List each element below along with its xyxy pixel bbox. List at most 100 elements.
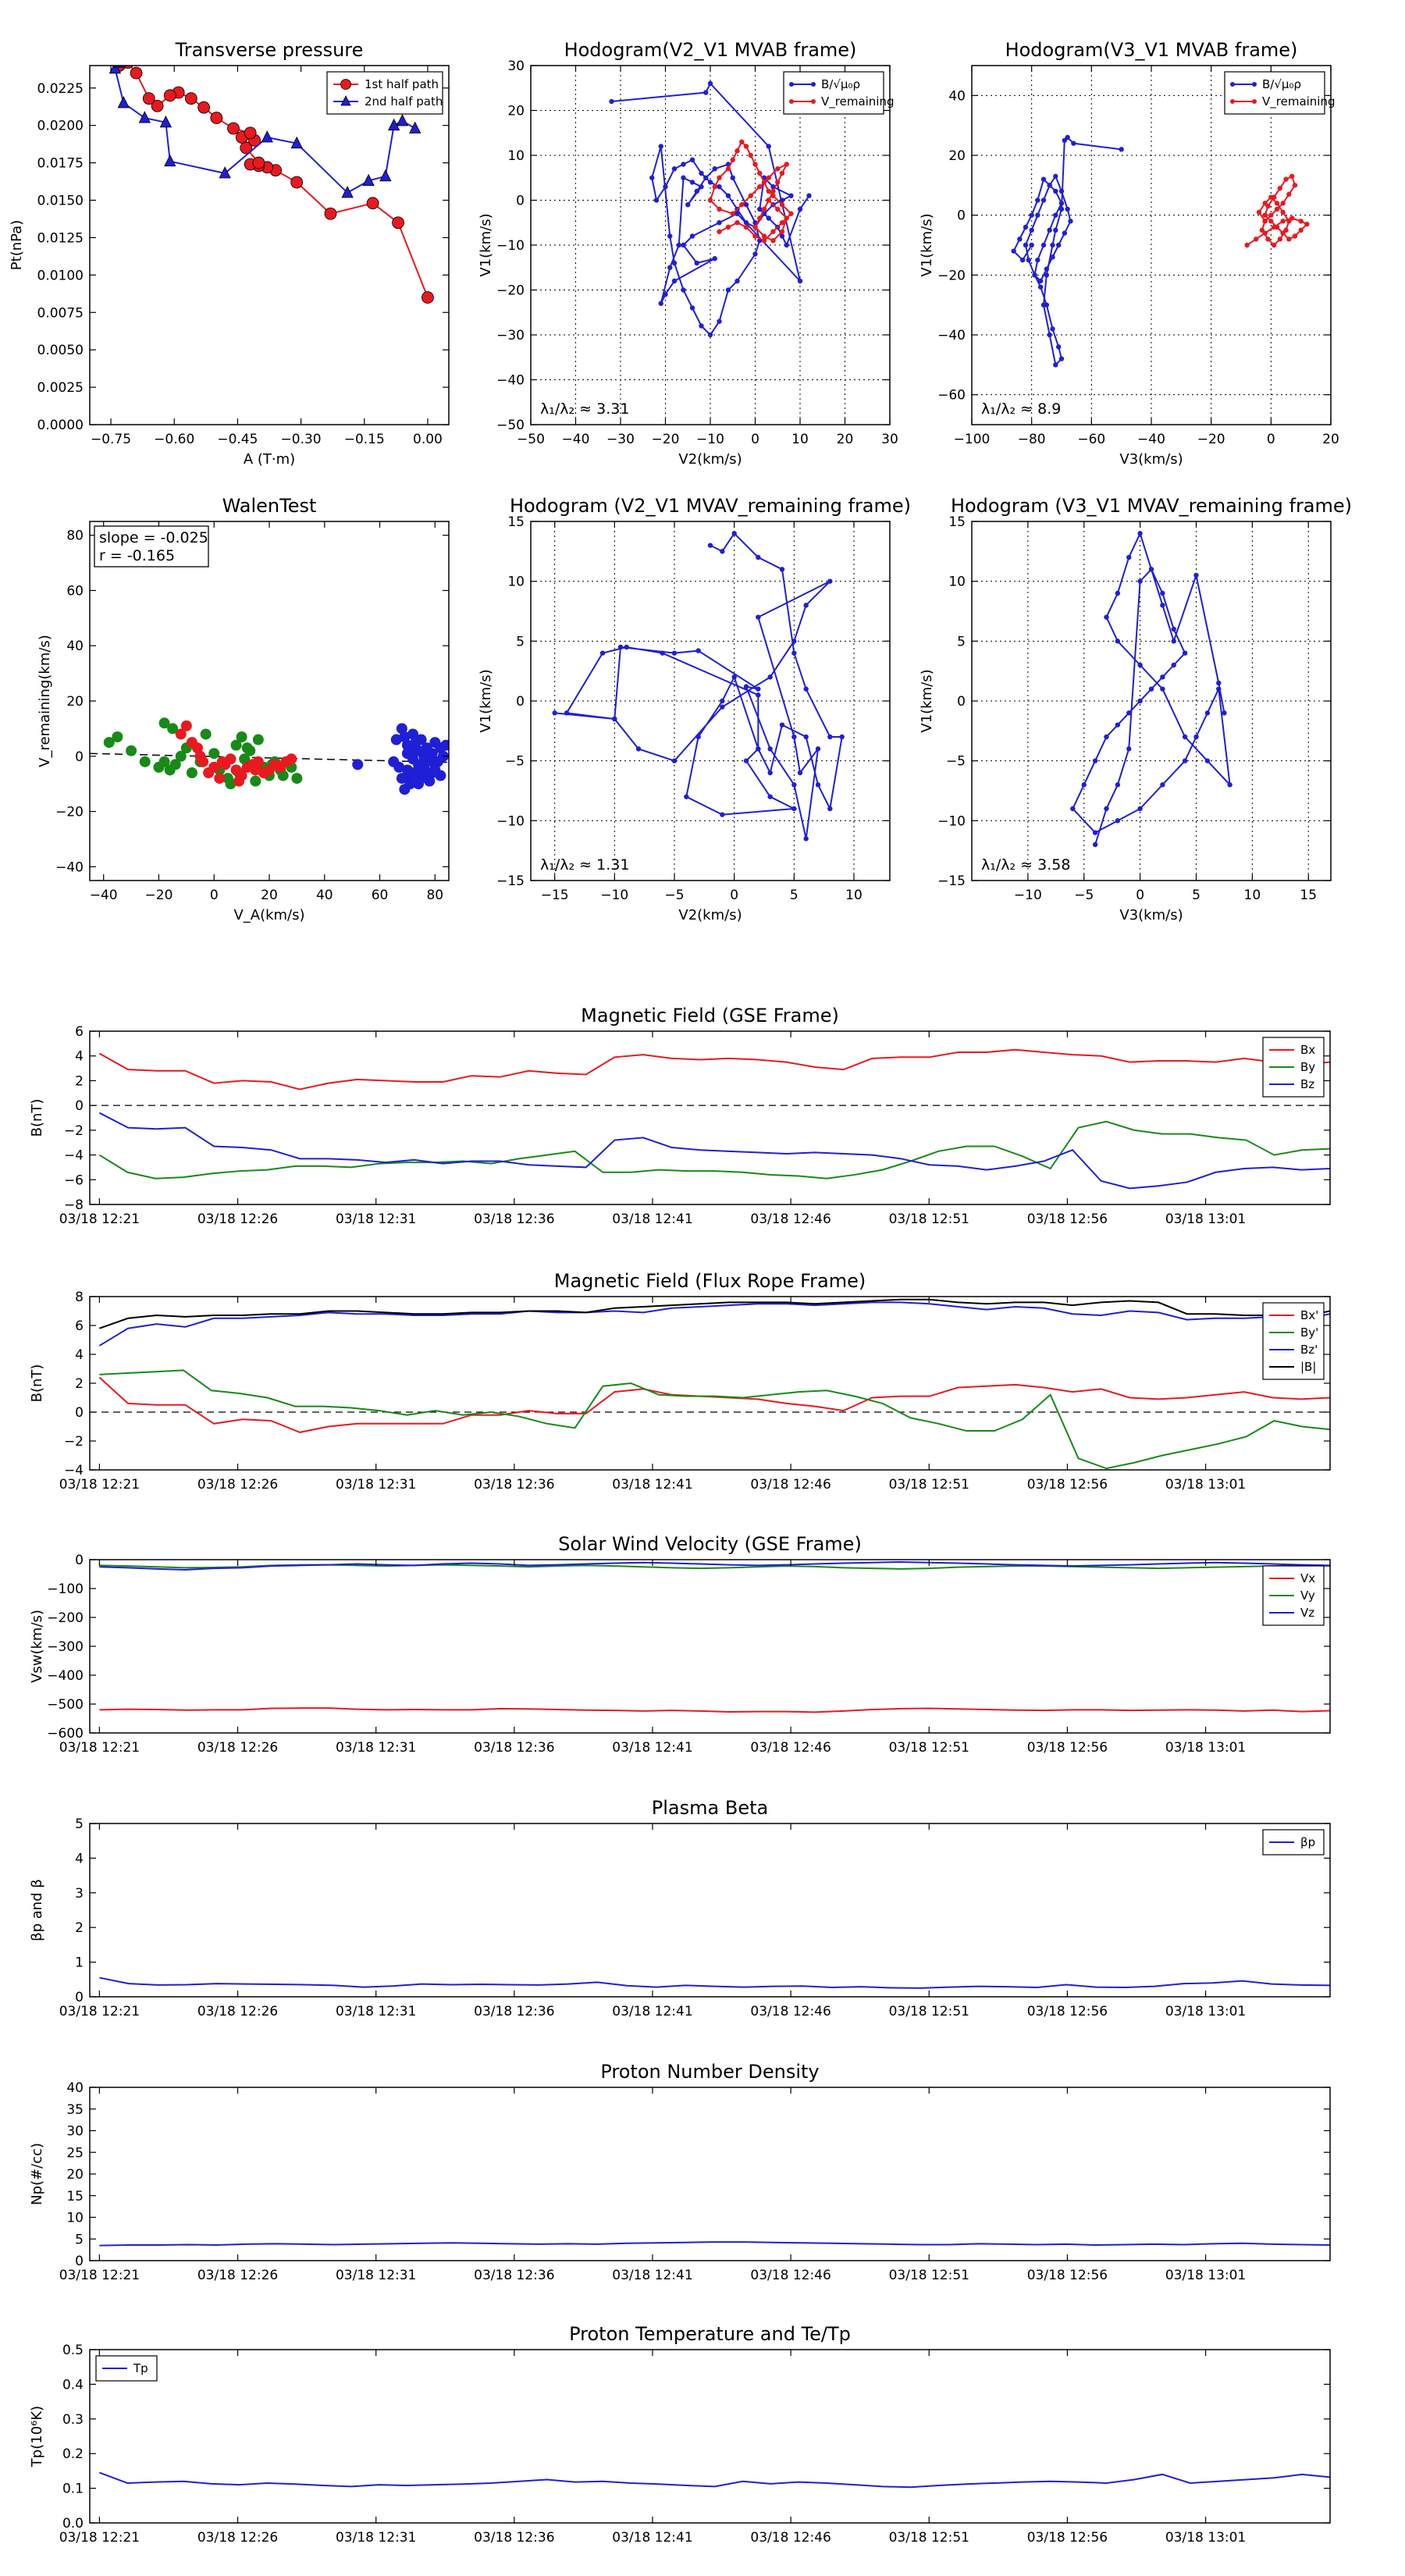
legend-label: Bz'	[1300, 1343, 1318, 1357]
x-tick-label: 03/18 12:56	[1027, 1212, 1108, 1227]
data-point	[663, 292, 668, 297]
chart-h3: Hodogram (V2_V1 MVAV_remaining frame) −15…	[478, 495, 911, 923]
data-point	[164, 764, 176, 776]
x-tick-label: 03/18 12:56	[1027, 1477, 1108, 1493]
data-point	[393, 761, 405, 773]
data-point	[779, 202, 785, 208]
x-tick-label: 03/18 12:31	[336, 1212, 416, 1227]
legend: βp	[1262, 1829, 1325, 1856]
data-point	[720, 704, 725, 710]
y-axis-label: V1(km/s)	[919, 213, 935, 276]
legend-marker	[1252, 99, 1257, 104]
legend-label: By'	[1300, 1325, 1318, 1340]
data-point	[671, 650, 678, 656]
y-tick-label: 0.4	[62, 2377, 84, 2393]
data-point	[1050, 242, 1055, 248]
y-tick-label: −10	[496, 238, 525, 254]
data-point	[291, 773, 303, 785]
x-tick-label: 03/18 12:26	[197, 2004, 278, 2019]
data-point	[1029, 212, 1034, 218]
data-point	[1286, 237, 1292, 242]
eigenvalue-ratio: λ₁/λ₂ ≈ 3.58	[981, 856, 1070, 873]
data-point	[1071, 141, 1076, 146]
data-point	[791, 650, 797, 656]
data-point	[1037, 278, 1044, 284]
fit-stat: r = -0.165	[99, 547, 175, 564]
y-tick-label: 20	[66, 2167, 84, 2183]
data-point	[184, 92, 197, 105]
data-point	[1047, 227, 1052, 233]
data-point	[244, 126, 257, 140]
data-point	[290, 176, 304, 189]
x-tick-label: 03/18 12:26	[197, 1477, 278, 1493]
x-tick-label: 03/18 12:21	[59, 2004, 140, 2019]
plot-area	[552, 531, 845, 841]
data-point	[703, 175, 709, 180]
x-tick-label: 03/18 12:31	[336, 1477, 416, 1493]
data-point	[219, 166, 231, 179]
data-point	[689, 305, 695, 311]
x-tick-label: 03/18 12:46	[750, 1212, 831, 1227]
y-axis-label: Pt(nPa)	[9, 220, 25, 270]
x-tick-label: −10	[1014, 888, 1042, 903]
data-point	[699, 170, 704, 176]
y-axis-label: V1(km/s)	[478, 213, 494, 276]
legend: Bx' By' Bz' |B|	[1262, 1302, 1325, 1380]
x-tick-label: 10	[845, 888, 863, 903]
data-point	[649, 175, 655, 180]
data-point	[779, 197, 785, 203]
y-axis-label: B(nT)	[29, 1099, 45, 1137]
chart-title: Hodogram (V2_V1 MVAV_remaining frame)	[510, 495, 911, 517]
data-point	[725, 287, 731, 293]
y-tick-label: 0	[75, 1990, 84, 2005]
y-tick-label: 35	[66, 2102, 84, 2118]
x-tick-label: 03/18 12:51	[889, 2004, 969, 2019]
data-point	[230, 739, 242, 751]
y-tick-label: 60	[66, 583, 84, 599]
legend-marker	[811, 82, 816, 87]
data-point	[1298, 227, 1304, 233]
data-point	[695, 648, 701, 653]
data-point	[1253, 237, 1259, 242]
data-point	[712, 166, 717, 172]
data-point	[756, 746, 761, 752]
data-point	[735, 211, 740, 216]
x-tick-label: 03/18 12:36	[474, 2530, 554, 2546]
series-line-p	[99, 1976, 1330, 1989]
data-point	[767, 770, 773, 776]
data-point	[1222, 710, 1227, 716]
x-tick-label: 0	[210, 888, 219, 903]
y-tick-label: −10	[937, 813, 966, 829]
y-tick-label: −600	[47, 1726, 84, 1742]
x-tick-label: 03/18 12:56	[1027, 2530, 1108, 2546]
data-point	[663, 184, 668, 190]
y-tick-label: −300	[47, 1639, 84, 1655]
x-tick-label: −80	[1018, 432, 1046, 447]
x-tick-label: 80	[426, 888, 443, 903]
data-point	[1019, 257, 1026, 263]
data-point	[1037, 284, 1044, 290]
x-tick-label: −15	[541, 888, 569, 903]
series-line-Bx	[98, 1048, 1330, 1091]
data-point	[791, 734, 797, 740]
series-line-B	[1012, 136, 1122, 367]
legend-label: |B|	[1300, 1360, 1316, 1374]
legend-label: 1st half path	[365, 77, 439, 91]
y-axis-label: βp and β	[29, 1879, 45, 1941]
data-point	[250, 764, 261, 776]
data-point	[1053, 188, 1058, 194]
data-point	[1216, 680, 1222, 686]
data-point	[324, 207, 337, 220]
y-tick-label: 6	[75, 1024, 84, 1040]
data-point	[752, 251, 758, 257]
legend-label: 2nd half path	[365, 94, 443, 109]
data-point	[1058, 356, 1065, 361]
data-point	[1092, 841, 1098, 848]
data-point	[743, 144, 749, 149]
x-tick-label: −100	[954, 432, 991, 447]
x-tick-label: 03/18 12:46	[750, 2004, 831, 2019]
data-point	[766, 215, 771, 221]
legend-label: Bz	[1300, 1077, 1314, 1091]
data-point	[1011, 248, 1016, 254]
